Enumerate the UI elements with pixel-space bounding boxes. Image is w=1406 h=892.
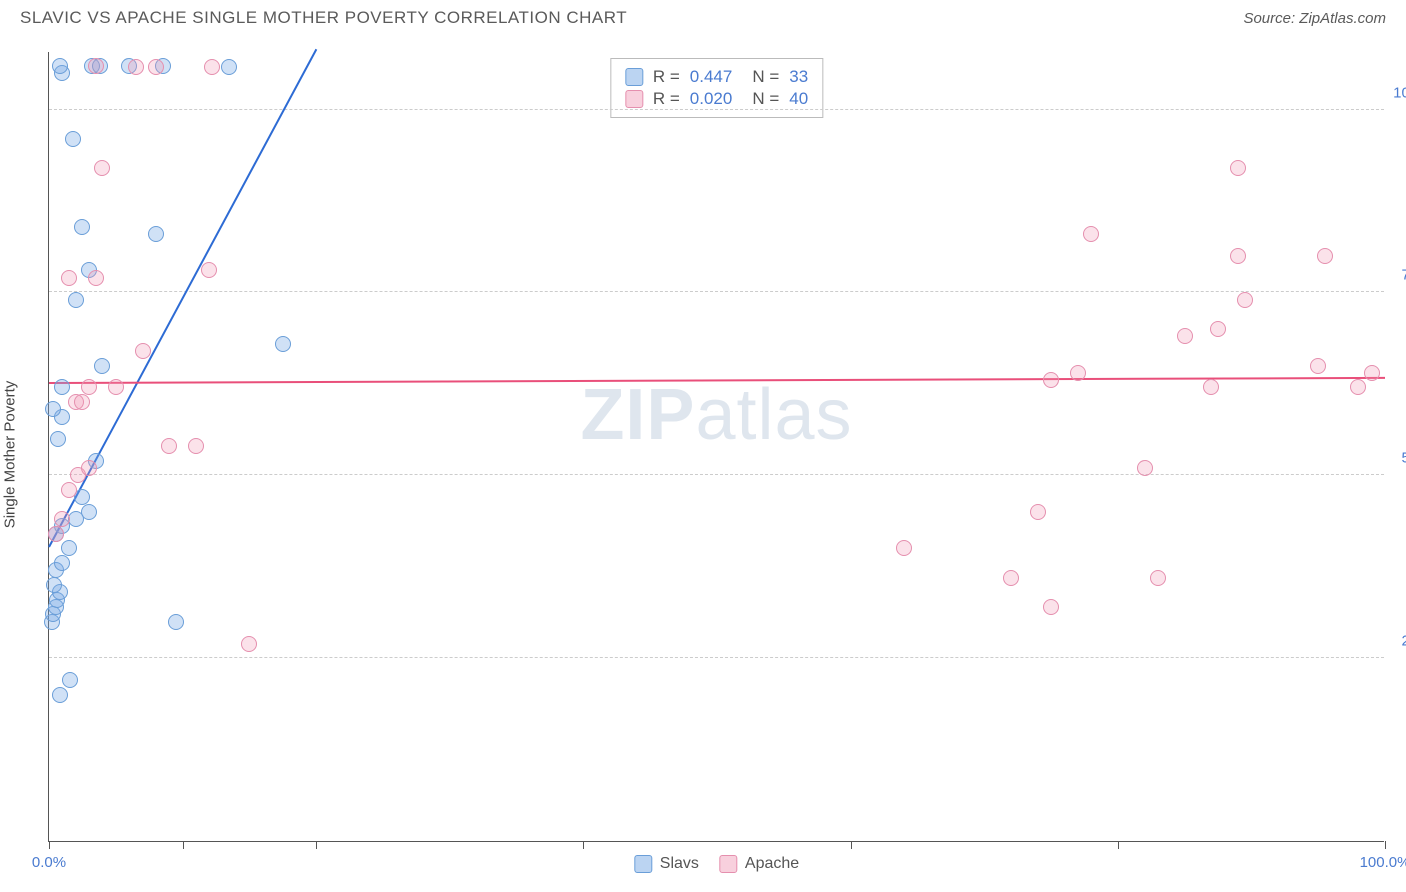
gridline — [49, 291, 1384, 292]
stat-n-value: 33 — [789, 67, 808, 87]
swatch-pink-icon — [719, 855, 737, 873]
stat-r-label: R = — [653, 89, 680, 109]
data-point — [1177, 328, 1193, 344]
stat-r-label: R = — [653, 67, 680, 87]
data-point — [1317, 248, 1333, 264]
data-point — [1203, 379, 1219, 395]
data-point — [54, 511, 70, 527]
data-point — [896, 540, 912, 556]
data-point — [74, 219, 90, 235]
legend-label: Slavs — [660, 855, 699, 873]
x-tick — [183, 841, 184, 849]
data-point — [61, 270, 77, 286]
data-point — [81, 379, 97, 395]
data-point — [88, 270, 104, 286]
data-point — [1237, 292, 1253, 308]
chart-header: SLAVIC VS APACHE SINGLE MOTHER POVERTY C… — [0, 0, 1406, 32]
data-point — [45, 401, 61, 417]
y-tick-label: 75.0% — [1401, 267, 1406, 284]
stat-n-label: N = — [752, 89, 779, 109]
swatch-blue-icon — [625, 68, 643, 86]
data-point — [148, 226, 164, 242]
data-point — [61, 540, 77, 556]
stats-row-slavs: R = 0.447 N = 33 — [625, 67, 808, 87]
data-point — [61, 482, 77, 498]
legend-item-slavs: Slavs — [634, 855, 699, 873]
chart-source: Source: ZipAtlas.com — [1243, 10, 1386, 27]
data-point — [50, 431, 66, 447]
trend-line-apache — [49, 377, 1385, 384]
data-point — [1137, 460, 1153, 476]
data-point — [1210, 321, 1226, 337]
data-point — [1150, 570, 1166, 586]
data-point — [1030, 504, 1046, 520]
x-tick-label: 0.0% — [32, 854, 66, 871]
data-point — [54, 555, 70, 571]
data-point — [1070, 365, 1086, 381]
data-point — [88, 58, 104, 74]
data-point — [1043, 599, 1059, 615]
data-point — [204, 59, 220, 75]
data-point — [128, 59, 144, 75]
data-point — [221, 59, 237, 75]
swatch-blue-icon — [634, 855, 652, 873]
data-point — [81, 504, 97, 520]
x-tick — [316, 841, 317, 849]
watermark: ZIPatlas — [580, 374, 852, 456]
swatch-pink-icon — [625, 90, 643, 108]
stat-n-value: 40 — [789, 89, 808, 109]
data-point — [188, 438, 204, 454]
stat-r-value: 0.020 — [690, 89, 733, 109]
data-point — [1230, 248, 1246, 264]
data-point — [1310, 358, 1326, 374]
gridline — [49, 657, 1384, 658]
data-point — [168, 614, 184, 630]
data-point — [52, 687, 68, 703]
data-point — [46, 577, 62, 593]
gridline — [49, 109, 1384, 110]
y-tick-label: 100.0% — [1393, 84, 1406, 101]
data-point — [68, 292, 84, 308]
y-axis-label: Single Mother Poverty — [2, 381, 19, 529]
stats-row-apache: R = 0.020 N = 40 — [625, 89, 808, 109]
x-tick — [583, 841, 584, 849]
data-point — [108, 379, 124, 395]
data-point — [1230, 160, 1246, 176]
chart-title: SLAVIC VS APACHE SINGLE MOTHER POVERTY C… — [20, 8, 627, 28]
gridline — [49, 474, 1384, 475]
data-point — [74, 394, 90, 410]
y-tick-label: 25.0% — [1401, 633, 1406, 650]
x-tick — [49, 841, 50, 849]
data-point — [62, 672, 78, 688]
x-tick — [1118, 841, 1119, 849]
data-point — [148, 59, 164, 75]
data-point — [201, 262, 217, 278]
stat-r-value: 0.447 — [690, 67, 733, 87]
chart-plot-area: ZIPatlas R = 0.447 N = 33 R = 0.020 N = … — [48, 52, 1384, 842]
data-point — [48, 526, 64, 542]
data-point — [1003, 570, 1019, 586]
data-point — [1083, 226, 1099, 242]
data-point — [65, 131, 81, 147]
x-tick — [851, 841, 852, 849]
stat-n-label: N = — [752, 67, 779, 87]
data-point — [94, 160, 110, 176]
legend-label: Apache — [745, 855, 799, 873]
x-tick — [1385, 841, 1386, 849]
data-point — [94, 358, 110, 374]
legend-item-apache: Apache — [719, 855, 799, 873]
data-point — [241, 636, 257, 652]
data-point — [1350, 379, 1366, 395]
y-tick-label: 50.0% — [1401, 450, 1406, 467]
series-legend: Slavs Apache — [634, 855, 799, 873]
data-point — [161, 438, 177, 454]
data-point — [81, 460, 97, 476]
data-point — [275, 336, 291, 352]
data-point — [1043, 372, 1059, 388]
data-point — [52, 58, 68, 74]
data-point — [135, 343, 151, 359]
data-point — [1364, 365, 1380, 381]
x-tick-label: 100.0% — [1360, 854, 1406, 871]
data-point — [54, 379, 70, 395]
